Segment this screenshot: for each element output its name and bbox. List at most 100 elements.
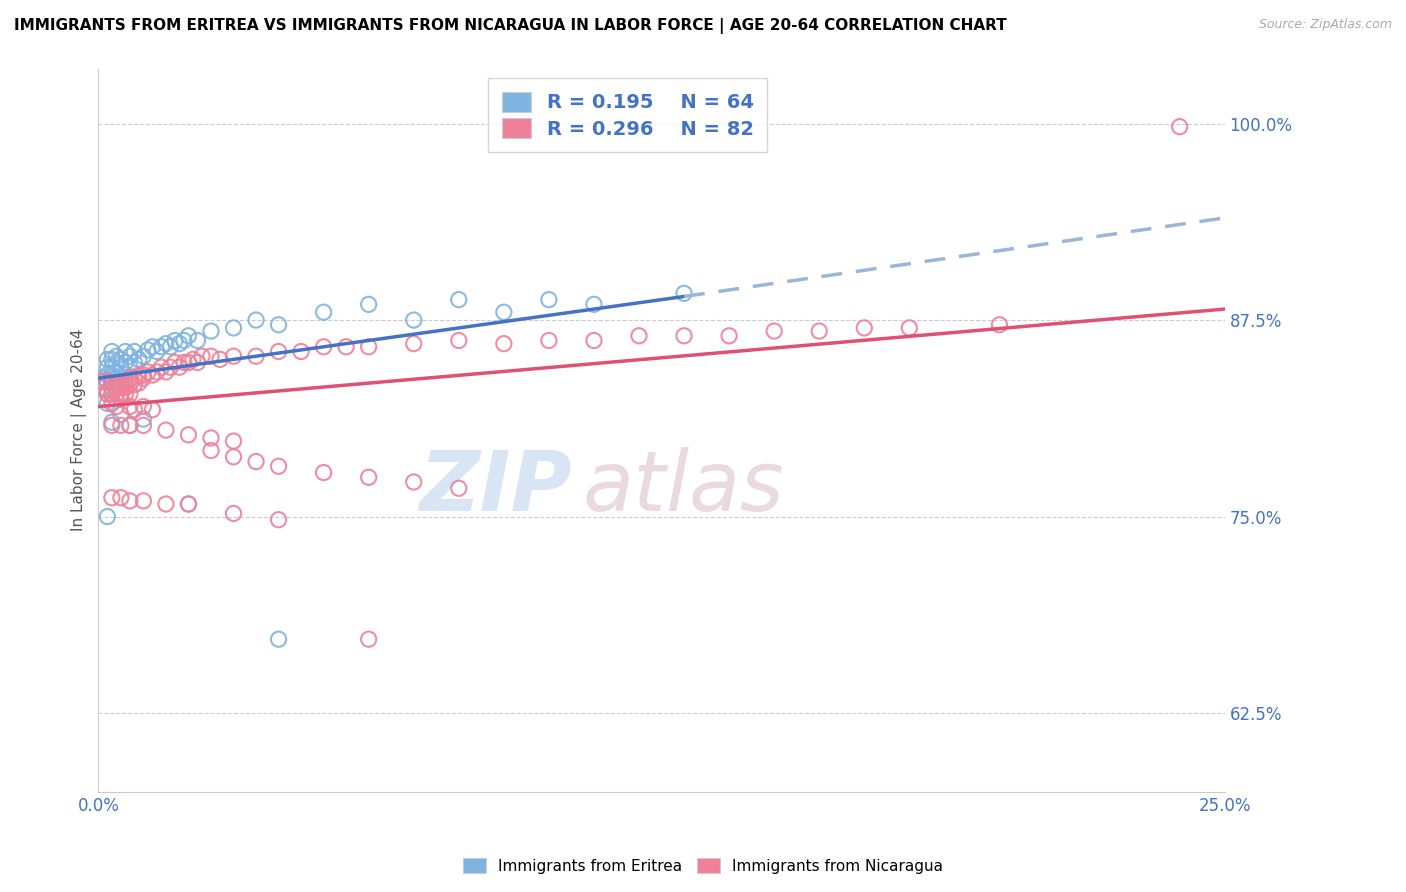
Point <box>177 427 200 442</box>
Point <box>290 344 312 359</box>
Point <box>222 434 245 449</box>
Point <box>181 352 204 367</box>
Point <box>222 507 245 521</box>
Point <box>537 334 560 348</box>
Point <box>150 340 173 354</box>
Point <box>132 412 155 426</box>
Text: Source: ZipAtlas.com: Source: ZipAtlas.com <box>1258 18 1392 31</box>
Point <box>267 318 290 332</box>
Point <box>159 360 181 375</box>
Point <box>853 321 876 335</box>
Point <box>118 387 141 401</box>
Point <box>222 321 245 335</box>
Point <box>110 381 132 395</box>
Point <box>357 340 380 354</box>
Point <box>96 509 118 524</box>
Point <box>267 513 290 527</box>
Point <box>118 349 141 363</box>
Point <box>96 387 118 401</box>
Point <box>110 381 132 395</box>
Point <box>118 418 141 433</box>
Point <box>447 334 470 348</box>
Point <box>136 343 159 357</box>
Point <box>128 368 150 382</box>
Text: IMMIGRANTS FROM ERITREA VS IMMIGRANTS FROM NICARAGUA IN LABOR FORCE | AGE 20-64 : IMMIGRANTS FROM ERITREA VS IMMIGRANTS FR… <box>14 18 1007 34</box>
Point <box>114 387 136 401</box>
Point <box>808 324 831 338</box>
Point <box>105 371 128 385</box>
Point <box>110 418 132 433</box>
Point <box>101 368 124 382</box>
Point <box>312 340 335 354</box>
Point <box>582 297 605 311</box>
Point <box>105 376 128 390</box>
Point <box>155 497 177 511</box>
Point <box>124 377 146 392</box>
Point <box>447 481 470 495</box>
Point <box>186 355 208 369</box>
Y-axis label: In Labor Force | Age 20-64: In Labor Force | Age 20-64 <box>72 329 87 532</box>
Point <box>118 400 141 414</box>
Point <box>96 360 118 375</box>
Text: atlas: atlas <box>582 448 785 528</box>
Point <box>492 336 515 351</box>
Point <box>1168 120 1191 134</box>
Point <box>132 493 155 508</box>
Point <box>118 377 141 392</box>
Point <box>200 349 222 363</box>
Point <box>582 334 605 348</box>
Point <box>101 352 124 367</box>
Legend: Immigrants from Eritrea, Immigrants from Nicaragua: Immigrants from Eritrea, Immigrants from… <box>457 852 949 880</box>
Point <box>118 493 141 508</box>
Point <box>159 340 181 354</box>
Point <box>101 415 124 429</box>
Point <box>110 352 132 367</box>
Point <box>898 321 921 335</box>
Point <box>114 344 136 359</box>
Point <box>96 368 118 382</box>
Point <box>267 632 290 647</box>
Point <box>169 336 191 351</box>
Point <box>128 376 150 390</box>
Point <box>492 305 515 319</box>
Point <box>124 371 146 385</box>
Point <box>128 352 150 367</box>
Point <box>357 297 380 311</box>
Point <box>222 450 245 464</box>
Point <box>150 360 173 375</box>
Point <box>200 324 222 338</box>
Point <box>110 408 132 422</box>
Point <box>101 376 124 390</box>
Point <box>146 344 169 359</box>
Point <box>101 344 124 359</box>
Point <box>124 355 146 369</box>
Point <box>118 371 141 385</box>
Point <box>136 365 159 379</box>
Point <box>118 418 141 433</box>
Point <box>627 328 650 343</box>
Point <box>186 334 208 348</box>
Point <box>110 392 132 406</box>
Point <box>105 349 128 363</box>
Point <box>124 344 146 359</box>
Point <box>118 371 141 385</box>
Point <box>101 371 124 385</box>
Point <box>105 355 128 369</box>
Point <box>132 349 155 363</box>
Point <box>312 466 335 480</box>
Point <box>132 400 155 414</box>
Point <box>105 381 128 395</box>
Point <box>245 454 267 468</box>
Point <box>208 352 231 367</box>
Point <box>200 431 222 445</box>
Point <box>101 381 124 395</box>
Text: ZIP: ZIP <box>419 448 571 528</box>
Point <box>245 313 267 327</box>
Point <box>177 328 200 343</box>
Point <box>132 371 155 385</box>
Point <box>177 355 200 369</box>
Point <box>163 355 186 369</box>
Point <box>114 381 136 395</box>
Point <box>141 340 163 354</box>
Point <box>163 334 186 348</box>
